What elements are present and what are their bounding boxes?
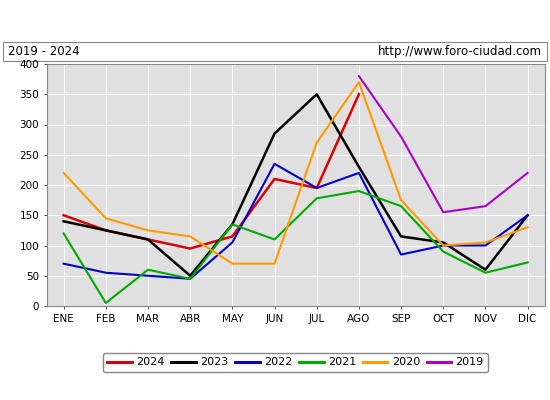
2021 (60, 231, 67, 236)
2020 (102, 216, 109, 221)
2020 (314, 140, 320, 145)
Line: 2022: 2022 (64, 164, 527, 279)
Line: 2019: 2019 (359, 76, 527, 212)
2021 (482, 270, 489, 275)
2020 (356, 80, 362, 84)
2020 (229, 261, 235, 266)
Line: 2021: 2021 (64, 191, 527, 303)
2021 (398, 204, 404, 208)
2022 (440, 243, 447, 248)
2021 (187, 276, 194, 281)
2024 (102, 228, 109, 233)
2023 (482, 267, 489, 272)
2023 (398, 234, 404, 239)
2024 (145, 237, 151, 242)
Legend: 2024, 2023, 2022, 2021, 2020, 2019: 2024, 2023, 2022, 2021, 2020, 2019 (103, 353, 488, 372)
2021 (440, 249, 447, 254)
2019 (440, 210, 447, 215)
2020 (440, 243, 447, 248)
Line: 2023: 2023 (64, 94, 527, 276)
2022 (524, 213, 531, 218)
2020 (60, 170, 67, 175)
2024 (187, 246, 194, 251)
2023 (440, 240, 447, 245)
2022 (229, 240, 235, 245)
2022 (187, 276, 194, 281)
2019 (482, 204, 489, 208)
2022 (271, 162, 278, 166)
2020 (398, 198, 404, 202)
2020 (271, 261, 278, 266)
2020 (187, 234, 194, 239)
2023 (60, 219, 67, 224)
2021 (524, 260, 531, 265)
2023 (102, 228, 109, 233)
2023 (314, 92, 320, 97)
2023 (229, 222, 235, 227)
2022 (60, 261, 67, 266)
2022 (482, 243, 489, 248)
2019 (524, 170, 531, 175)
2021 (102, 300, 109, 305)
2023 (187, 273, 194, 278)
2019 (356, 74, 362, 78)
2023 (524, 213, 531, 218)
2024 (271, 176, 278, 181)
2021 (145, 267, 151, 272)
2021 (356, 189, 362, 194)
2021 (229, 222, 235, 227)
2021 (271, 237, 278, 242)
Line: 2020: 2020 (64, 82, 527, 264)
2022 (356, 170, 362, 175)
2023 (145, 237, 151, 242)
2022 (398, 252, 404, 257)
2020 (524, 225, 531, 230)
2021 (314, 196, 320, 201)
2022 (102, 270, 109, 275)
2022 (314, 186, 320, 190)
2024 (356, 92, 362, 97)
Text: http://www.foro-ciudad.com: http://www.foro-ciudad.com (378, 45, 542, 58)
2020 (482, 240, 489, 245)
Line: 2024: 2024 (64, 94, 359, 248)
2023 (271, 131, 278, 136)
2023 (356, 164, 362, 169)
2024 (229, 234, 235, 239)
2024 (60, 213, 67, 218)
2019 (398, 134, 404, 139)
2024 (314, 186, 320, 190)
Text: 2019 - 2024: 2019 - 2024 (8, 45, 80, 58)
2020 (145, 228, 151, 233)
Text: Evolucion Nº Turistas Nacionales en el municipio de Villalba de los Alcores: Evolucion Nº Turistas Nacionales en el m… (0, 14, 550, 28)
2022 (145, 273, 151, 278)
